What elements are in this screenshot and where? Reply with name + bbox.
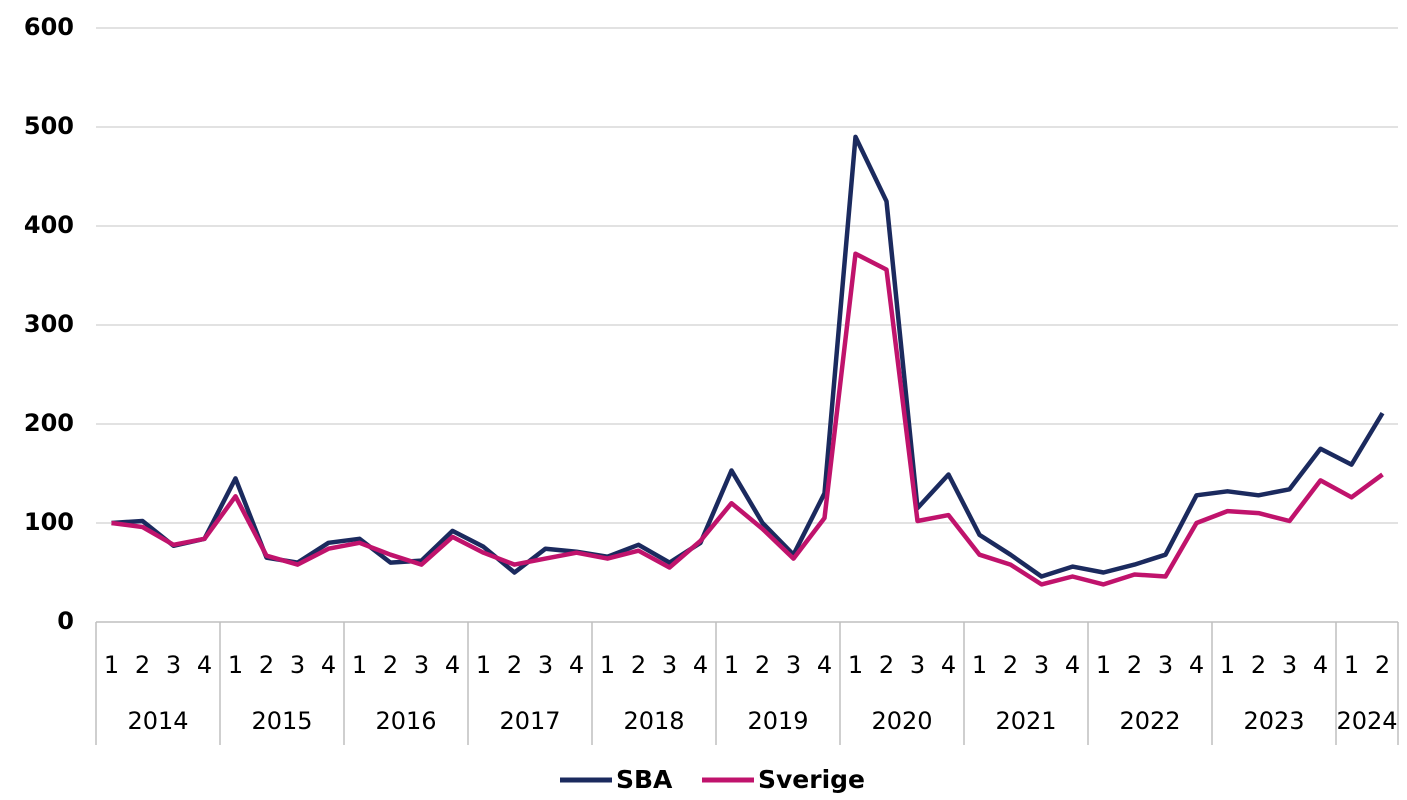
x-tick-label: 3	[414, 651, 429, 679]
x-tick-label: 2	[755, 651, 770, 679]
y-tick-label: 500	[24, 112, 74, 140]
x-tick-label: 1	[600, 651, 615, 679]
y-tick-label: 0	[57, 607, 74, 635]
x-tick-label: 1	[724, 651, 739, 679]
y-tick-label: 200	[24, 409, 74, 437]
y-tick-label: 600	[24, 13, 74, 41]
x-tick-label: 2	[1251, 651, 1266, 679]
y-tick-label: 300	[24, 310, 74, 338]
x-group-label: 2015	[251, 707, 312, 735]
x-tick-label: 2	[1003, 651, 1018, 679]
x-group-label: 2023	[1243, 707, 1304, 735]
x-group-label: 2014	[127, 707, 188, 735]
x-tick-label: 1	[228, 651, 243, 679]
x-tick-label: 3	[786, 651, 801, 679]
x-group-label: 2016	[375, 707, 436, 735]
x-tick-label: 4	[1065, 651, 1080, 679]
x-tick-label: 4	[941, 651, 956, 679]
x-tick-label: 4	[197, 651, 212, 679]
x-tick-label: 4	[693, 651, 708, 679]
x-tick-label: 1	[1096, 651, 1111, 679]
x-group-label: 2022	[1119, 707, 1180, 735]
x-tick-label: 4	[445, 651, 460, 679]
x-tick-label: 3	[662, 651, 677, 679]
x-group-label: 2018	[623, 707, 684, 735]
x-group-label: 2021	[995, 707, 1056, 735]
x-tick-label: 3	[538, 651, 553, 679]
x-tick-label: 1	[104, 651, 119, 679]
x-tick-label: 4	[321, 651, 336, 679]
series-line	[111, 134, 1385, 579]
x-tick-label: 1	[476, 651, 491, 679]
x-tick-label: 1	[1220, 651, 1235, 679]
x-tick-label: 3	[1158, 651, 1173, 679]
x-tick-label: 2	[135, 651, 150, 679]
series-line	[111, 251, 1384, 587]
x-tick-label: 4	[1313, 651, 1328, 679]
x-tick-label: 1	[1344, 651, 1359, 679]
x-group-label: 2017	[499, 707, 560, 735]
x-tick-label: 3	[910, 651, 925, 679]
x-tick-label: 4	[569, 651, 584, 679]
x-tick-label: 1	[972, 651, 987, 679]
x-group-label: 2020	[871, 707, 932, 735]
x-tick-label: 2	[1375, 651, 1390, 679]
x-tick-label: 3	[1282, 651, 1297, 679]
x-group-label: 2024	[1336, 707, 1397, 735]
x-tick-label: 1	[848, 651, 863, 679]
x-tick-label: 3	[166, 651, 181, 679]
x-group-label: 2019	[747, 707, 808, 735]
x-tick-label: 2	[383, 651, 398, 679]
y-tick-label: 100	[24, 508, 74, 536]
x-tick-label: 1	[352, 651, 367, 679]
legend-label: Sverige	[758, 765, 865, 794]
x-tick-label: 2	[507, 651, 522, 679]
x-tick-label: 2	[1127, 651, 1142, 679]
x-tick-label: 2	[631, 651, 646, 679]
x-tick-label: 4	[1189, 651, 1204, 679]
legend-label: SBA	[616, 765, 673, 794]
x-tick-label: 4	[817, 651, 832, 679]
x-tick-label: 3	[1034, 651, 1049, 679]
x-tick-label: 2	[259, 651, 274, 679]
y-tick-label: 400	[24, 211, 74, 239]
x-tick-label: 3	[290, 651, 305, 679]
x-tick-label: 2	[879, 651, 894, 679]
